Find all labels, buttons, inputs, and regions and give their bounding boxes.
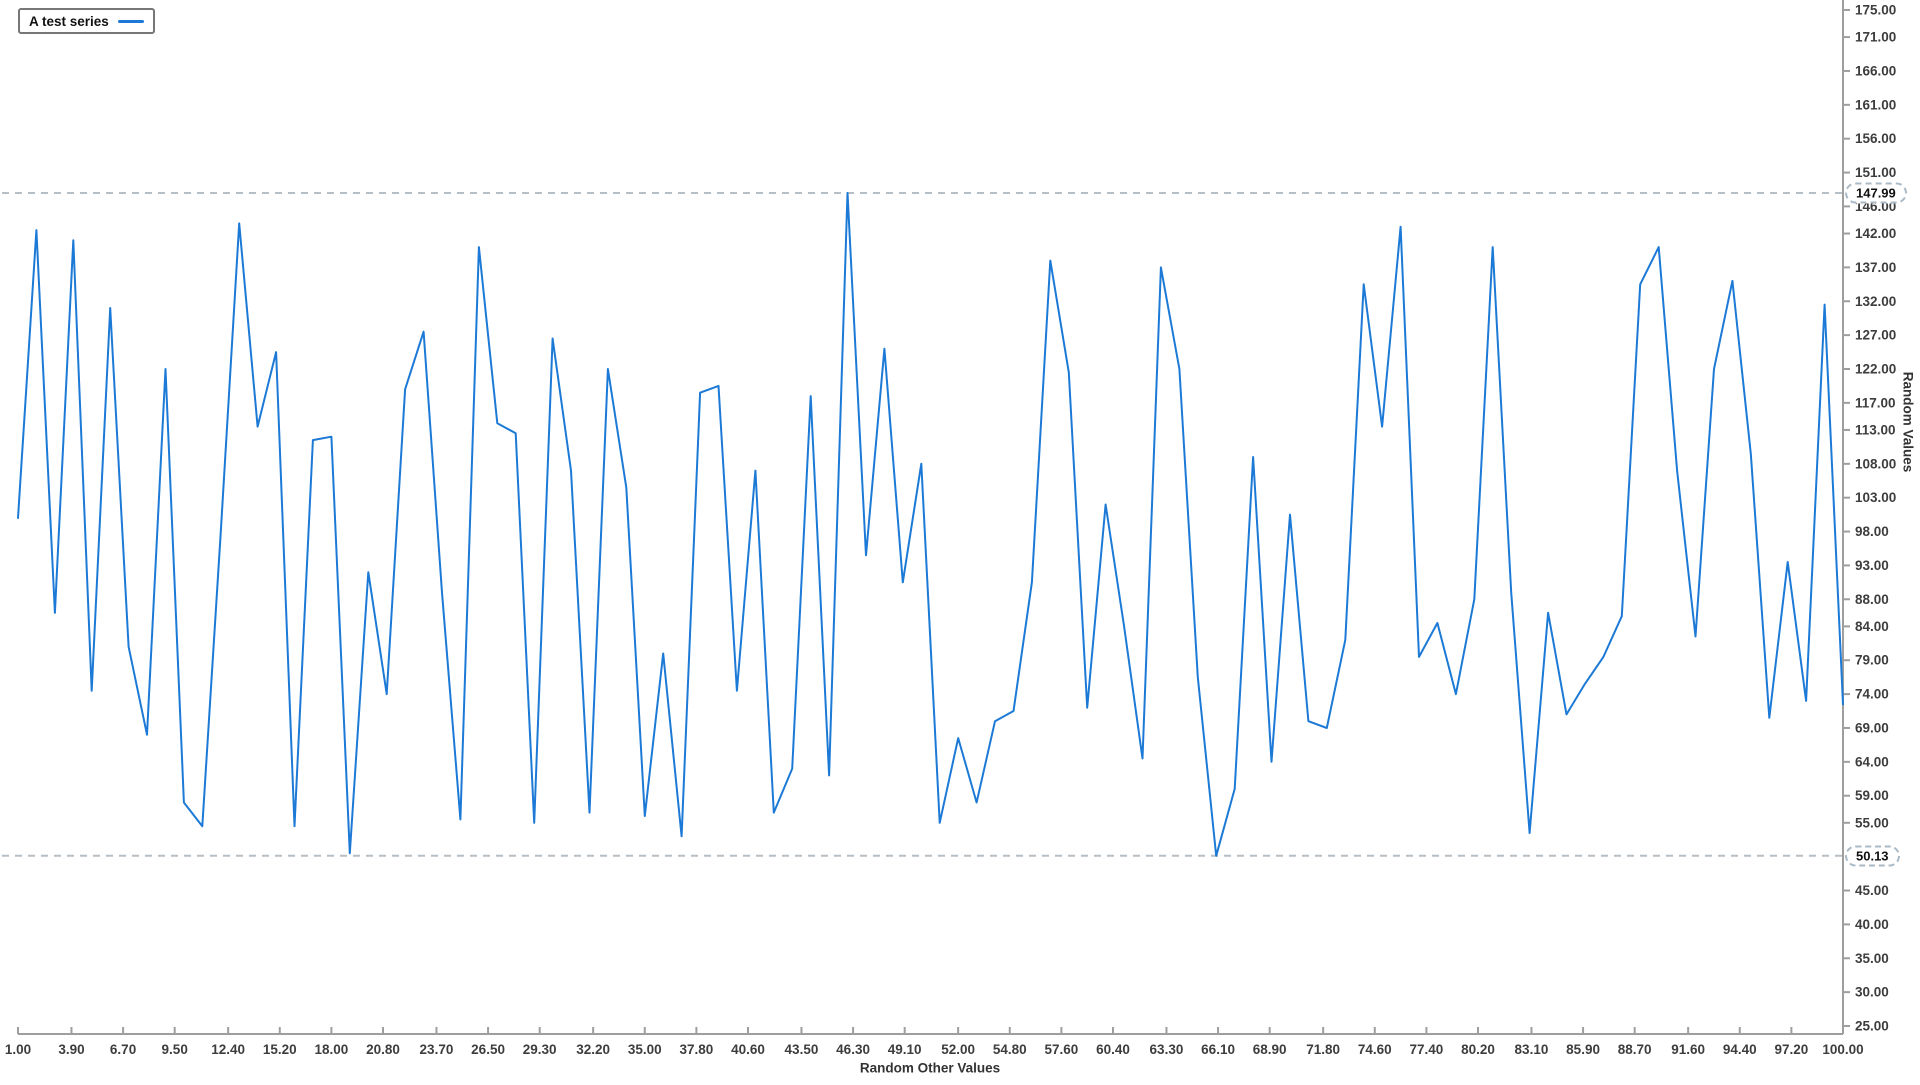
- y-tick-label: 137.00: [1855, 260, 1896, 275]
- x-tick-label: 68.90: [1253, 1042, 1287, 1057]
- x-tick-label: 66.10: [1201, 1042, 1235, 1057]
- y-tick-label: 98.00: [1855, 524, 1889, 539]
- y-tick-label: 156.00: [1855, 131, 1896, 146]
- y-tick-label: 103.00: [1855, 490, 1896, 505]
- series-line: [17, 191, 1844, 857]
- x-tick-label: 23.70: [420, 1042, 454, 1057]
- x-tick-label: 3.90: [58, 1042, 84, 1057]
- y-tick-label: 25.00: [1855, 1019, 1889, 1034]
- y-tick-label: 161.00: [1855, 97, 1896, 112]
- x-tick-label: 15.20: [263, 1042, 297, 1057]
- x-tick-label: 88.70: [1618, 1042, 1652, 1057]
- y-tick-label: 84.00: [1855, 619, 1889, 634]
- x-tick-label: 94.40: [1723, 1042, 1757, 1057]
- y-tick-label: 127.00: [1855, 328, 1896, 343]
- x-tick-label: 57.60: [1044, 1042, 1078, 1057]
- x-tick-label: 74.60: [1358, 1042, 1392, 1057]
- y-tick-label: 142.00: [1855, 226, 1896, 241]
- y-tick-label: 166.00: [1855, 63, 1896, 78]
- y-tick-label: 64.00: [1855, 754, 1889, 769]
- y-tick-label: 117.00: [1855, 395, 1896, 410]
- x-tick-label: 1.00: [5, 1042, 31, 1057]
- x-tick-label: 97.20: [1774, 1042, 1808, 1057]
- x-tick-label: 9.50: [162, 1042, 188, 1057]
- x-tick-label: 100.00: [1822, 1042, 1863, 1057]
- y-tick-label: 151.00: [1855, 165, 1896, 180]
- x-tick-label: 77.40: [1409, 1042, 1443, 1057]
- x-tick-label: 20.80: [366, 1042, 400, 1057]
- legend-item[interactable]: A test series: [18, 8, 155, 34]
- x-tick-label: 71.80: [1306, 1042, 1340, 1057]
- x-tick-label: 63.30: [1150, 1042, 1184, 1057]
- x-tick-label: 40.60: [731, 1042, 765, 1057]
- guide-min-label: 50.13: [1845, 845, 1900, 867]
- x-tick-label: 52.00: [941, 1042, 975, 1057]
- legend-line-marker: [117, 19, 144, 23]
- y-tick-label: 88.00: [1855, 592, 1889, 607]
- x-axis-title: Random Other Values: [859, 1060, 1001, 1076]
- x-tick-label: 37.80: [679, 1042, 713, 1057]
- x-tick-label: 6.70: [110, 1042, 136, 1057]
- x-tick-label: 35.00: [628, 1042, 662, 1057]
- x-tick-label: 46.30: [836, 1042, 870, 1057]
- y-tick-label: 113.00: [1855, 422, 1896, 437]
- y-tick-label: 122.00: [1855, 361, 1896, 376]
- y-tick-label: 74.00: [1855, 687, 1889, 702]
- y-tick-label: 108.00: [1855, 456, 1896, 471]
- x-tick-label: 12.40: [211, 1042, 245, 1057]
- y-tick-label: 93.00: [1855, 558, 1889, 573]
- y-tick-label: 171.00: [1855, 30, 1896, 45]
- y-tick-label: 55.00: [1855, 815, 1889, 830]
- x-tick-label: 43.50: [785, 1042, 819, 1057]
- y-tick-label: 59.00: [1855, 788, 1889, 803]
- x-tick-label: 85.90: [1566, 1042, 1600, 1057]
- x-tick-label: 60.40: [1096, 1042, 1130, 1057]
- x-tick-label: 54.80: [993, 1042, 1027, 1057]
- y-tick-label: 132.00: [1855, 294, 1896, 309]
- y-tick-label: 30.00: [1855, 985, 1889, 1000]
- x-tick-label: 80.20: [1461, 1042, 1495, 1057]
- guide-max-label: 147.99: [1845, 182, 1907, 204]
- y-tick-label: 45.00: [1855, 883, 1889, 898]
- y-tick-label: 69.00: [1855, 720, 1889, 735]
- y-tick-label: 40.00: [1855, 917, 1889, 932]
- x-tick-label: 83.10: [1515, 1042, 1549, 1057]
- y-tick-label: 175.00: [1855, 3, 1896, 18]
- y-tick-label: 79.00: [1855, 653, 1889, 668]
- y-axis-title: Random Values: [1900, 371, 1916, 473]
- x-tick-label: 91.60: [1671, 1042, 1705, 1057]
- x-tick-label: 49.10: [888, 1042, 922, 1057]
- y-tick-label: 35.00: [1855, 951, 1889, 966]
- legend-label: A test series: [29, 13, 109, 29]
- x-tick-label: 26.50: [471, 1042, 505, 1057]
- x-tick-label: 29.30: [523, 1042, 557, 1057]
- x-tick-label: 18.00: [314, 1042, 348, 1057]
- x-tick-label: 32.20: [576, 1042, 610, 1057]
